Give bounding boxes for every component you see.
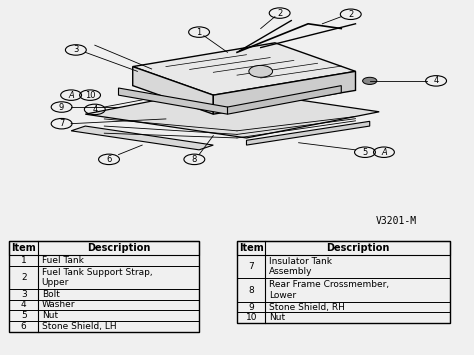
Text: 5: 5 <box>21 311 27 320</box>
Text: Stone Shield, RH: Stone Shield, RH <box>269 302 345 312</box>
Bar <box>237 302 450 312</box>
Text: Item: Item <box>11 243 36 253</box>
Polygon shape <box>228 86 341 114</box>
Text: Washer: Washer <box>42 300 75 310</box>
Bar <box>9 241 199 332</box>
Text: 7: 7 <box>59 119 64 128</box>
Bar <box>237 278 450 302</box>
Bar <box>9 321 199 332</box>
Polygon shape <box>118 88 228 114</box>
Text: Item: Item <box>239 243 264 253</box>
Text: 10: 10 <box>85 91 95 100</box>
Text: 3: 3 <box>21 290 27 299</box>
Bar <box>237 241 450 323</box>
Text: 7: 7 <box>248 262 254 271</box>
Circle shape <box>249 65 273 77</box>
Text: Nut: Nut <box>42 311 58 320</box>
Text: 3: 3 <box>73 45 79 54</box>
Text: A: A <box>68 91 74 100</box>
Text: 1: 1 <box>196 28 202 37</box>
Text: V3201-M: V3201-M <box>376 216 417 226</box>
Text: Fuel Tank: Fuel Tank <box>42 256 83 265</box>
Text: 6: 6 <box>106 155 112 164</box>
Text: 4: 4 <box>92 105 98 114</box>
Text: Fuel Tank Support Strap,
Upper: Fuel Tank Support Strap, Upper <box>42 268 152 287</box>
Bar <box>9 289 199 300</box>
Polygon shape <box>85 88 379 138</box>
Text: 2: 2 <box>21 273 27 282</box>
Text: 4: 4 <box>21 300 27 310</box>
Text: 4: 4 <box>433 76 439 85</box>
Circle shape <box>363 77 377 84</box>
Text: A: A <box>381 148 387 157</box>
Text: Insulator Tank
Assembly: Insulator Tank Assembly <box>269 257 332 276</box>
Bar <box>9 300 199 310</box>
Bar <box>237 241 450 255</box>
Bar <box>9 310 199 321</box>
Text: 8: 8 <box>191 155 197 164</box>
Bar <box>9 241 199 255</box>
Text: Nut: Nut <box>269 313 285 322</box>
Polygon shape <box>133 43 356 95</box>
Bar <box>237 312 450 323</box>
Polygon shape <box>71 126 213 150</box>
Bar <box>9 266 199 289</box>
Text: Description: Description <box>87 243 150 253</box>
Text: Rear Frame Crossmember,
Lower: Rear Frame Crossmember, Lower <box>269 280 389 300</box>
Text: Description: Description <box>326 243 390 253</box>
Text: Bolt: Bolt <box>42 290 60 299</box>
Bar <box>237 255 450 278</box>
Text: 5: 5 <box>362 148 368 157</box>
Polygon shape <box>246 121 370 145</box>
Text: 9: 9 <box>59 103 64 111</box>
Text: 2: 2 <box>348 10 354 19</box>
Text: 2: 2 <box>277 9 283 18</box>
Polygon shape <box>133 67 213 114</box>
Text: 9: 9 <box>248 302 254 312</box>
Polygon shape <box>213 71 356 114</box>
Text: Stone Shield, LH: Stone Shield, LH <box>42 322 116 331</box>
Text: 1: 1 <box>21 256 27 265</box>
Text: 10: 10 <box>246 313 257 322</box>
Text: 6: 6 <box>21 322 27 331</box>
Text: 8: 8 <box>248 285 254 295</box>
Bar <box>9 255 199 266</box>
